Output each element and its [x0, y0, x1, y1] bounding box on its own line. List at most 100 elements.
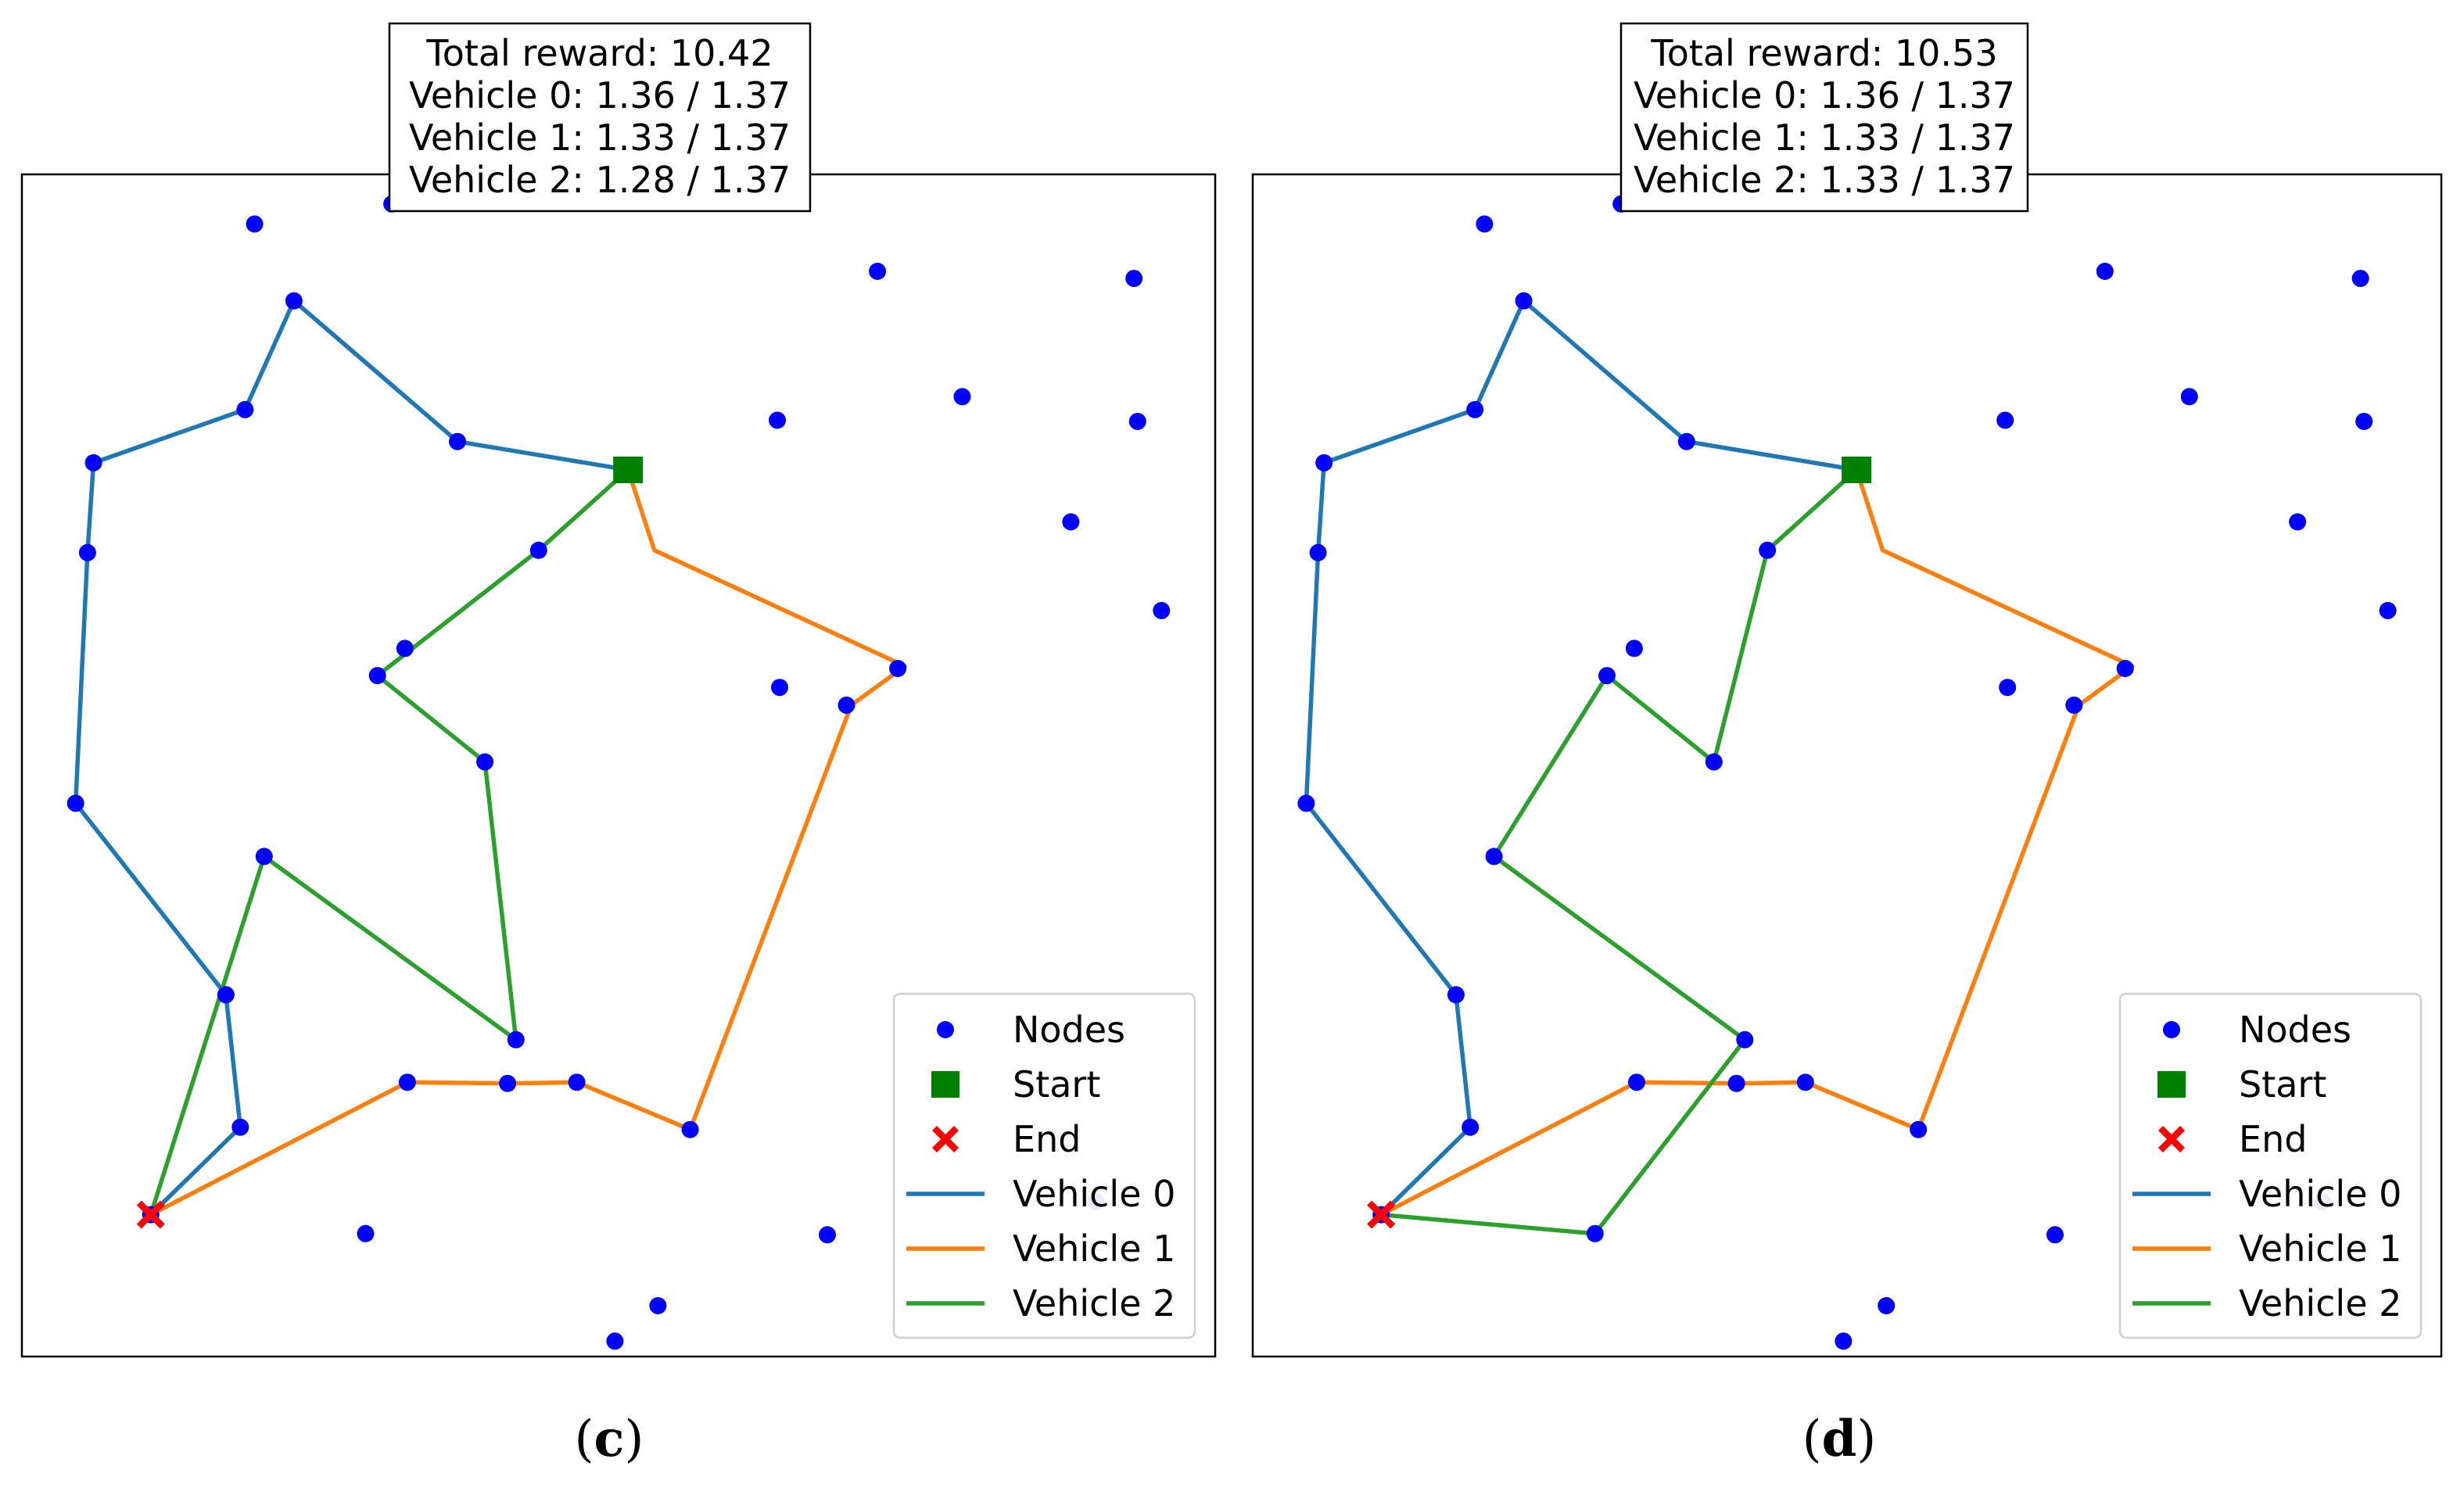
- node-point: [476, 753, 494, 771]
- node-point: [2046, 1226, 2064, 1244]
- node-point: [66, 794, 84, 812]
- node-point: [217, 986, 235, 1004]
- node-point: [953, 388, 971, 406]
- route-vehicle-0: [73, 299, 630, 1217]
- caption-letter: c: [594, 1410, 625, 1468]
- info-line: Total reward: 10.42: [425, 32, 773, 74]
- panel-caption: (d): [1802, 1410, 1877, 1468]
- legend-label-start: Start: [1013, 1063, 1100, 1106]
- node-point: [2065, 696, 2083, 714]
- node-point: [1315, 453, 1333, 471]
- node-point: [1677, 432, 1695, 450]
- info-box: [1619, 22, 2029, 213]
- node-point: [246, 215, 264, 233]
- node-point: [398, 1073, 416, 1091]
- node-point: [1125, 270, 1143, 288]
- node-point: [681, 1120, 699, 1138]
- end-marker: [1367, 1200, 1396, 1229]
- node-point: [1835, 1332, 1852, 1350]
- legend-label-nodes: Nodes: [2239, 1009, 2351, 1051]
- legend-frame: [892, 992, 1196, 1339]
- node-point: [255, 848, 273, 866]
- legend-label-vehicle-2: Vehicle 2: [2239, 1282, 2401, 1324]
- node-point: [1727, 1074, 1745, 1092]
- legend-start-marker: [931, 1071, 959, 1098]
- node-point: [771, 679, 788, 697]
- legend-label-vehicle-0: Vehicle 0: [2239, 1173, 2401, 1215]
- node-point: [1705, 753, 1723, 771]
- node-point: [606, 1332, 624, 1350]
- node-point: [231, 1118, 249, 1136]
- node-point: [1796, 1073, 1814, 1091]
- node-point: [1297, 794, 1315, 812]
- start-marker: [1842, 457, 1872, 483]
- node-point: [1586, 1224, 1604, 1242]
- info-line: Vehicle 1: 1.33 / 1.37: [409, 116, 791, 159]
- caption-letter: d: [1822, 1410, 1857, 1468]
- node-point: [499, 1074, 517, 1092]
- node-point: [84, 453, 102, 471]
- node-point: [1628, 1073, 1645, 1091]
- node-point: [1447, 986, 1465, 1004]
- legend-start-marker: [2157, 1071, 2186, 1098]
- legend-label-start: Start: [2239, 1063, 2326, 1106]
- route-vehicle-2: [1379, 468, 1859, 1236]
- node-point: [1999, 679, 2017, 697]
- caption-close: ): [624, 1410, 644, 1468]
- info-line: Vehicle 0: 1.36 / 1.37: [1634, 74, 2015, 116]
- node-point: [2379, 601, 2397, 619]
- node-point: [1309, 543, 1327, 561]
- legend-label-vehicle-1: Vehicle 1: [2239, 1228, 2401, 1270]
- legend-frame: [2118, 992, 2423, 1339]
- node-point: [819, 1226, 836, 1244]
- start-marker: [613, 457, 644, 483]
- node-point: [236, 400, 254, 418]
- node-point: [1910, 1120, 1928, 1138]
- legend-label-end: End: [2239, 1118, 2307, 1160]
- node-point: [449, 432, 466, 450]
- node-point: [357, 1224, 375, 1242]
- legend-end-marker: [932, 1126, 959, 1152]
- panel-caption: (c): [575, 1410, 644, 1468]
- node-point: [568, 1073, 586, 1091]
- node-point: [1625, 640, 1643, 658]
- node-point: [1598, 667, 1616, 685]
- legend-label-vehicle-0: Vehicle 0: [1013, 1173, 1175, 1215]
- node-point: [529, 541, 547, 559]
- route-vehicle-0: [1304, 299, 1859, 1217]
- node-point: [2180, 388, 2198, 406]
- node-point: [649, 1297, 667, 1314]
- info-line: Total reward: 10.53: [1650, 32, 1997, 74]
- info-box: [388, 22, 812, 213]
- node-point: [889, 660, 907, 677]
- end-marker: [136, 1200, 165, 1229]
- node-point: [78, 543, 96, 561]
- node-point: [1485, 848, 1503, 866]
- node-point: [1462, 1118, 1479, 1136]
- node-point: [507, 1030, 525, 1048]
- info-line: Vehicle 1: 1.33 / 1.37: [1634, 116, 2015, 159]
- legend-label-vehicle-1: Vehicle 1: [1013, 1228, 1175, 1270]
- node-point: [396, 640, 414, 658]
- node-point: [1878, 1297, 1896, 1314]
- node-point: [1062, 513, 1080, 531]
- caption-open: (: [1802, 1410, 1822, 1468]
- node-point: [1759, 541, 1777, 559]
- node-point: [2355, 413, 2373, 430]
- caption-open: (: [575, 1410, 594, 1468]
- node-point: [1996, 411, 2014, 429]
- legend-label-vehicle-2: Vehicle 2: [1013, 1282, 1175, 1324]
- node-point: [837, 696, 855, 714]
- node-point: [869, 263, 887, 280]
- info-line: Vehicle 0: 1.36 / 1.37: [409, 74, 791, 116]
- legend-nodes-marker: [2163, 1021, 2180, 1038]
- node-point: [1153, 601, 1171, 619]
- node-point: [285, 292, 303, 310]
- node-point: [1736, 1030, 1754, 1048]
- node-point: [368, 667, 386, 685]
- legend-nodes-marker: [937, 1021, 954, 1038]
- legend-end-marker: [2158, 1126, 2185, 1152]
